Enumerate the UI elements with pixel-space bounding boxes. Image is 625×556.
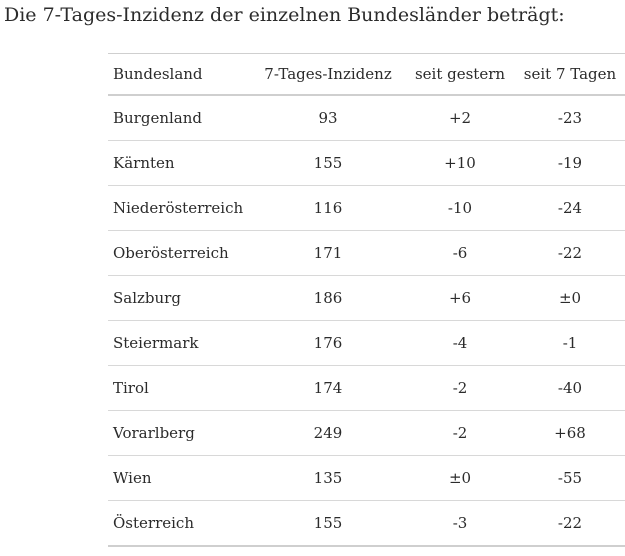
cell-incidence: 116: [313, 199, 343, 217]
cell-incidence: 249: [313, 424, 343, 442]
page-heading: Die 7-Tages-Inzidenz der einzelnen Bunde…: [4, 4, 565, 26]
cell-since-7-days: ±0: [558, 289, 582, 307]
cell-incidence: 155: [313, 154, 343, 172]
cell-since-7-days: -22: [557, 244, 583, 262]
cell-since-7-days: -19: [557, 154, 583, 172]
cell-since-yesterday: -2: [452, 424, 468, 442]
cell-since-7-days: -1: [562, 334, 578, 352]
cell-bundesland: Vorarlberg: [113, 424, 195, 442]
cell-since-yesterday: -3: [452, 514, 468, 532]
cell-bundesland: Österreich: [113, 514, 194, 532]
cell-bundesland: Niederösterreich: [113, 199, 244, 217]
cell-since-7-days: -23: [557, 109, 583, 127]
cell-since-yesterday: +6: [448, 289, 472, 307]
table-row-total: Österreich 155 -3 -22: [108, 501, 625, 546]
cell-since-7-days: -22: [557, 514, 583, 532]
cell-since-yesterday: -10: [447, 199, 473, 217]
cell-incidence: 93: [318, 109, 338, 127]
table-row: Tirol 174 -2 -40: [108, 366, 625, 411]
incidence-table: Bundesland 7-Tages-Inzidenz seit gestern…: [108, 53, 625, 547]
table-row: Niederösterreich 116 -10 -24: [108, 186, 625, 231]
header-row: Bundesland 7-Tages-Inzidenz seit gestern…: [108, 53, 625, 95]
cell-bundesland: Salzburg: [113, 289, 181, 307]
table-body: Burgenland 93 +2 -23 Kärnten 155 +10 -19…: [108, 95, 625, 546]
cell-since-7-days: -55: [557, 469, 583, 487]
table-row: Kärnten 155 +10 -19: [108, 141, 625, 186]
cell-since-yesterday: -4: [452, 334, 468, 352]
table-row: Salzburg 186 +6 ±0: [108, 276, 625, 321]
cell-since-yesterday: -6: [452, 244, 468, 262]
column-header-incidence: 7-Tages-Inzidenz: [264, 65, 392, 83]
table-row: Vorarlberg 249 -2 +68: [108, 411, 625, 456]
cell-bundesland: Kärnten: [113, 154, 175, 172]
cell-incidence: 135: [313, 469, 343, 487]
cell-bundesland: Wien: [113, 469, 152, 487]
column-header-since-yesterday: seit gestern: [414, 65, 506, 83]
cell-bundesland: Oberösterreich: [113, 244, 229, 262]
cell-since-yesterday: -2: [452, 379, 468, 397]
column-header-since-7-days: seit 7 Tagen: [523, 65, 617, 83]
incidence-table-container: Bundesland 7-Tages-Inzidenz seit gestern…: [108, 53, 625, 547]
table-row: Burgenland 93 +2 -23: [108, 95, 625, 141]
cell-since-yesterday: +2: [448, 109, 472, 127]
cell-since-yesterday: +10: [444, 154, 476, 172]
cell-bundesland: Tirol: [113, 379, 149, 397]
column-header-bundesland: Bundesland: [113, 65, 203, 83]
table-row: Steiermark 176 -4 -1: [108, 321, 625, 366]
cell-incidence: 186: [313, 289, 343, 307]
cell-incidence: 155: [313, 514, 343, 532]
cell-incidence: 174: [313, 379, 343, 397]
table-row: Oberösterreich 171 -6 -22: [108, 231, 625, 276]
cell-incidence: 176: [313, 334, 343, 352]
cell-since-yesterday: ±0: [448, 469, 472, 487]
cell-since-7-days: +68: [554, 424, 586, 442]
table-row: Wien 135 ±0 -55: [108, 456, 625, 501]
cell-since-7-days: -40: [557, 379, 583, 397]
cell-since-7-days: -24: [557, 199, 583, 217]
table-header: Bundesland 7-Tages-Inzidenz seit gestern…: [108, 53, 625, 95]
cell-bundesland: Steiermark: [113, 334, 199, 352]
cell-bundesland: Burgenland: [113, 109, 202, 127]
cell-incidence: 171: [313, 244, 343, 262]
